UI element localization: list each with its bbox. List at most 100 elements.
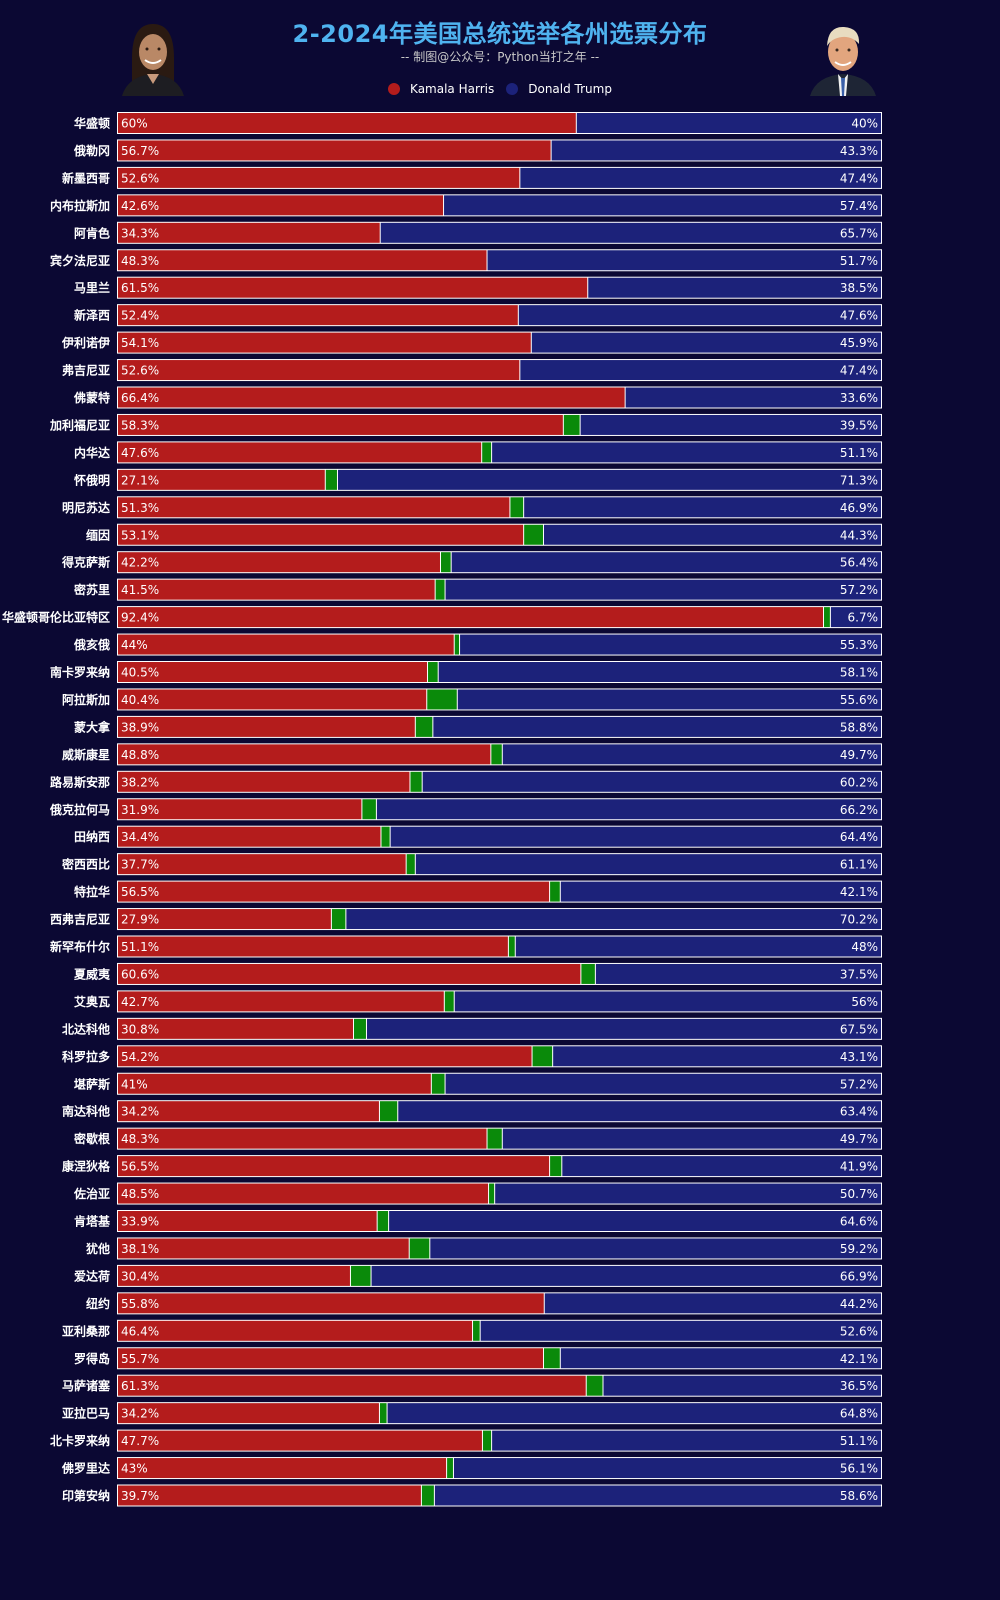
bar-other (550, 881, 560, 902)
bar-other (431, 1073, 445, 1094)
bar-harris (118, 332, 531, 353)
bar-trump (560, 1348, 881, 1369)
bar-row: 佛蒙特 66.4% 33.6% (73, 386, 882, 409)
trump-value-label: 71.3% (840, 473, 878, 487)
harris-value-label: 44% (121, 638, 148, 652)
state-label: 新泽西 (74, 308, 110, 323)
bar-row: 北卡罗来纳 47.7% 51.1% (50, 1429, 882, 1452)
bar-harris (118, 1430, 482, 1451)
bar-row: 夏威夷 60.6% 37.5% (74, 962, 882, 985)
bar-harris (118, 1211, 377, 1231)
bar-trump (502, 744, 881, 765)
trump-value-label: 51.1% (840, 446, 878, 460)
state-label: 宾夕法尼亚 (50, 253, 110, 268)
bar-trump (520, 167, 881, 188)
state-label: 密西西比 (62, 857, 110, 872)
bar-trump (454, 991, 881, 1012)
bar-trump (625, 387, 881, 408)
state-label: 华盛顿 (74, 116, 110, 131)
state-label: 路易斯安那 (50, 774, 110, 789)
bar-other (377, 1211, 389, 1231)
bar-row: 康涅狄格 56.5% 41.9% (62, 1155, 882, 1178)
bar-row: 新罕布什尔 51.1% 48% (50, 935, 882, 958)
bar-harris (118, 1320, 473, 1341)
bar-other (331, 909, 346, 930)
trump-value-label: 58.6% (840, 1489, 878, 1503)
donald-trump-portrait (804, 18, 882, 96)
bar-trump (434, 1485, 881, 1506)
bar-other (362, 799, 376, 820)
trump-value-label: 47.6% (840, 309, 878, 323)
bar-other (487, 1128, 502, 1149)
trump-value-label: 37.5% (840, 967, 878, 981)
harris-value-label: 56.5% (121, 1160, 159, 1174)
bar-harris (118, 1293, 544, 1314)
bar-row: 罗得岛 55.7% 42.1% (74, 1347, 882, 1370)
bar-other (325, 469, 337, 490)
bar-trump (445, 1073, 881, 1094)
bar-row: 弗吉尼亚 52.6% 47.4% (62, 359, 882, 382)
bar-trump (492, 1430, 881, 1451)
chart-title: 2-2024年美国总统选举各州选票分布 (292, 20, 708, 48)
bar-harris (118, 1183, 489, 1204)
bar-row: 佛罗里达 43% 56.1% (61, 1457, 882, 1480)
bar-other (444, 991, 454, 1012)
trump-value-label: 49.7% (840, 1132, 878, 1146)
bar-other (350, 1265, 371, 1286)
bar-row: 俄克拉何马 31.9% 66.2% (49, 798, 882, 821)
bar-row: 肯塔基 33.9% 64.6% (74, 1210, 882, 1232)
state-label: 威斯康星 (62, 747, 110, 762)
bar-trump (543, 524, 881, 545)
bar-other (435, 579, 445, 600)
state-label: 艾奥瓦 (74, 994, 110, 1009)
bar-trump (576, 113, 881, 133)
trump-value-label: 43.1% (840, 1050, 878, 1064)
bar-harris (118, 963, 581, 984)
trump-value-label: 52.6% (840, 1324, 878, 1338)
state-label: 马里兰 (74, 280, 110, 295)
state-label: 加利福尼亚 (49, 417, 110, 432)
bar-other (532, 1046, 553, 1067)
harris-value-label: 92.4% (121, 611, 159, 625)
trump-value-label: 64.8% (840, 1407, 878, 1421)
bar-row: 田纳西 34.4% 64.4% (74, 825, 882, 848)
bar-trump (515, 936, 881, 957)
bar-other (482, 442, 492, 463)
trump-value-label: 47.4% (840, 364, 878, 378)
state-label: 南卡罗来纳 (50, 665, 110, 680)
bar-row: 特拉华 56.5% 42.1% (74, 880, 882, 903)
harris-value-label: 48.3% (121, 254, 159, 268)
harris-value-label: 34.3% (121, 226, 159, 240)
state-label: 蒙大拿 (74, 719, 111, 734)
state-label: 佛蒙特 (73, 390, 110, 405)
bar-row: 亚利桑那 46.4% 52.6% (62, 1319, 882, 1342)
bar-harris (118, 689, 427, 710)
trump-value-label: 55.3% (840, 638, 878, 652)
harris-value-label: 55.7% (121, 1352, 159, 1366)
harris-value-label: 27.9% (121, 913, 159, 927)
bar-other (379, 1403, 387, 1424)
bar-trump (502, 1128, 881, 1149)
bar-trump (433, 716, 881, 737)
state-label: 罗得岛 (74, 1351, 110, 1366)
bar-harris (118, 1073, 431, 1094)
harris-value-label: 42.2% (121, 556, 159, 570)
bar-harris (118, 716, 415, 737)
legend-item-harris[interactable]: Kamala Harris (388, 82, 494, 96)
bar-harris (118, 1265, 350, 1286)
state-label: 爱达荷 (74, 1268, 110, 1283)
harris-value-label: 47.6% (121, 446, 159, 460)
bar-other (510, 497, 524, 518)
bar-harris (118, 140, 551, 161)
bar-harris (118, 222, 380, 243)
trump-value-label: 61.1% (840, 858, 878, 872)
legend-item-trump[interactable]: Donald Trump (506, 82, 612, 96)
bar-row: 俄亥俄 44% 55.3% (73, 633, 882, 656)
bar-harris (118, 991, 444, 1012)
trump-value-label: 55.6% (840, 693, 878, 707)
state-label: 密苏里 (74, 582, 110, 597)
bar-row: 阿肯色 34.3% 65.7% (74, 221, 882, 244)
bar-row: 密西西比 37.7% 61.1% (62, 853, 882, 876)
state-label: 缅因 (86, 527, 110, 542)
bar-trump (480, 1320, 881, 1341)
